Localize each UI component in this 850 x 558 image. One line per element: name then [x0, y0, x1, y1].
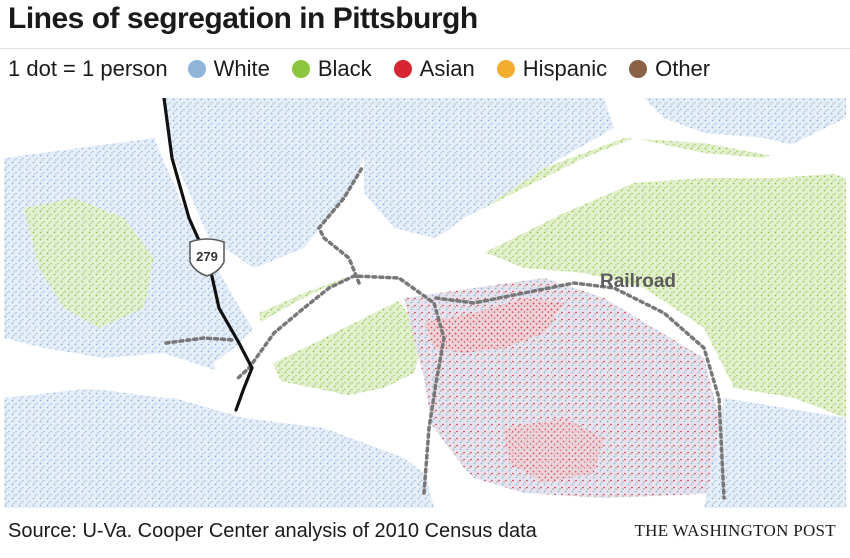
dot-density-map: 279 Railroad	[4, 98, 846, 508]
legend-item-asian: Asian	[393, 56, 475, 82]
railroad-label: Railroad	[600, 271, 676, 292]
legend-label-hispanic: Hispanic	[522, 56, 608, 81]
railroad-east-line	[434, 281, 726, 500]
northwest-land	[4, 98, 364, 268]
railroad-north-spur	[316, 166, 364, 285]
legend-item-white: White	[187, 56, 270, 82]
south-land	[4, 388, 444, 508]
legend-swatch-other	[629, 60, 648, 78]
legend-label-white: White	[213, 56, 270, 81]
interstate-shield-label: 279	[196, 249, 218, 264]
shield-outline	[189, 238, 225, 277]
publisher-credit: THE WASHINGTON POST	[634, 521, 836, 540]
railroad-west-spur	[164, 336, 236, 345]
railroad-main-line	[234, 274, 446, 495]
legend-label-other: Other	[655, 56, 711, 81]
legend-swatch-black	[291, 60, 310, 78]
legend-swatch-asian	[393, 60, 412, 78]
railroad-lines	[164, 166, 726, 500]
header-divider	[0, 48, 850, 49]
legend-label-black: Black	[317, 56, 372, 81]
southeast-land	[704, 398, 846, 508]
legend-swatch-hispanic	[496, 60, 515, 78]
footer: Source: U-Va. Cooper Center analysis of …	[8, 516, 836, 546]
northwest-green-pockets	[24, 198, 154, 328]
legend-item-black: Black	[291, 56, 372, 82]
legend: 1 dot = 1 person White Black Asian Hispa…	[8, 56, 732, 82]
legend-item-other: Other	[629, 56, 710, 82]
legend-label-asian: Asian	[419, 56, 475, 81]
north-land	[364, 98, 614, 238]
asian-cluster-south	[504, 418, 604, 483]
allegheny-river	[214, 118, 846, 383]
legend-swatch-white	[187, 60, 206, 78]
ohio-river	[4, 353, 219, 398]
legend-item-hispanic: Hispanic	[496, 56, 608, 82]
interstate-279-route	[162, 98, 254, 412]
asian-cluster-north	[424, 298, 564, 353]
page-title: Lines of segregation in Pittsburgh	[8, 2, 478, 35]
legend-scale-note: 1 dot = 1 person	[8, 56, 168, 81]
source-note: Source: U-Va. Cooper Center analysis of …	[8, 519, 537, 542]
interstate-279-shield: 279	[189, 238, 225, 277]
